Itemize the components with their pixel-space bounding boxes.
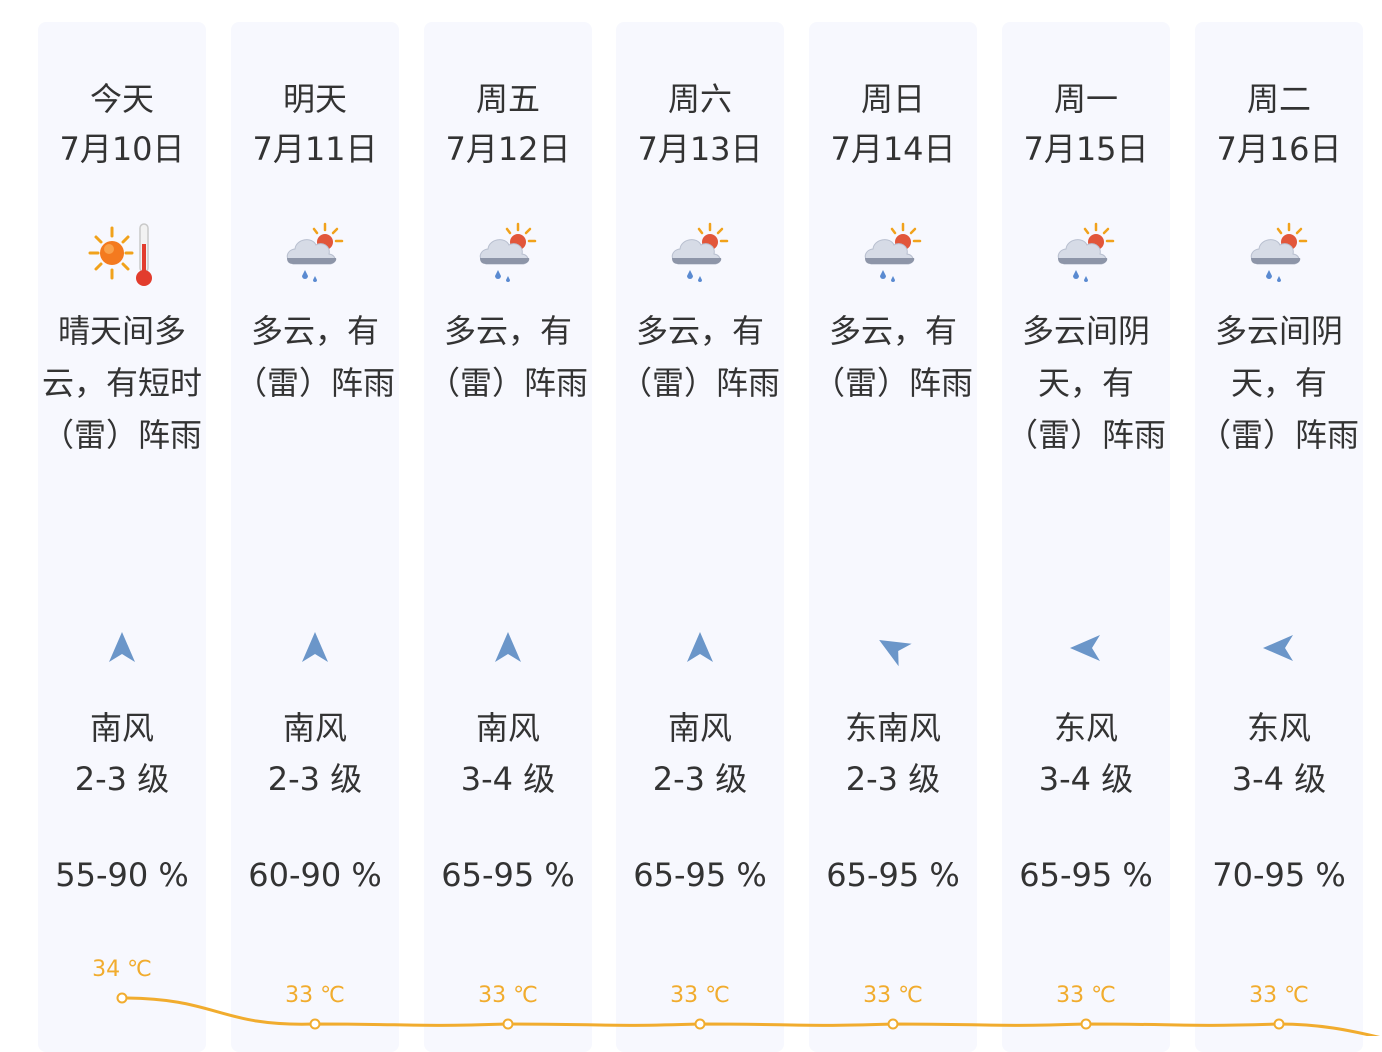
weather-description: 多云，有 （雷）阵雨 [616,305,784,409]
weather-description-line: 多云，有 [443,312,572,350]
wind-direction: 南风 [667,709,732,747]
wind-level: 3-4 级 [1231,760,1327,798]
day-name: 周一 [1053,80,1118,118]
temperature-label: 34 ℃ [92,957,152,982]
forecast-day-column: 周五 7月12日 多云，有 （雷）阵雨 南风 3-4 级 65-95 % [424,22,592,1052]
temperature-label: 33 ℃ [478,983,538,1008]
day-name: 今天 [89,80,154,118]
day-date: 7月11日 [252,130,378,168]
wind-direction: 南风 [89,709,154,747]
wind-level: 2-3 级 [845,760,941,798]
weather-description-line: （雷）阵雨 [1005,416,1166,454]
wind-direction: 东风 [1053,709,1118,747]
weather-description-line: 多云，有 [828,312,957,350]
arrow-north-icon [616,628,784,668]
humidity: 60-90 % [248,856,382,894]
day-name: 周二 [1246,80,1311,118]
cloudy-sun-rain-icon [424,218,592,290]
wind-level: 3-4 级 [1038,760,1134,798]
weather-description-line: 晴天间多 [57,312,186,350]
day-name: 周五 [475,80,540,118]
arrow-west-icon [1002,628,1170,668]
wind-level: 2-3 级 [74,760,170,798]
temperature-label: 33 ℃ [863,983,923,1008]
day-date: 7月16日 [1216,130,1342,168]
day-name: 明天 [282,80,347,118]
temperature-label: 33 ℃ [285,983,345,1008]
weather-description: 多云，有 （雷）阵雨 [231,305,399,409]
wind-direction: 东南风 [844,709,941,747]
humidity: 55-90 % [55,856,189,894]
humidity: 65-95 % [633,856,767,894]
arrow-west-icon [1195,628,1363,668]
wind-level: 3-4 级 [460,760,556,798]
day-date: 7月14日 [830,130,956,168]
weather-description: 多云，有 （雷）阵雨 [424,305,592,409]
weather-description: 多云间阴天，有 （雷）阵雨 [1195,305,1363,461]
day-date: 7月13日 [637,130,763,168]
weather-description-line: 云，有短时 [41,364,202,402]
forecast-day-column: 周六 7月13日 多云，有 （雷）阵雨 南风 2-3 级 65-95 % [616,22,784,1052]
weather-description-line: 多云，有 [635,312,764,350]
weather-description-line: （雷）阵雨 [41,416,202,454]
forecast-day-column: 今天 7月10日 晴天间多云，有短时 （雷）阵雨 [38,22,206,1052]
arrow-north-icon [38,628,206,668]
day-date: 7月12日 [445,130,571,168]
weather-description-line: 多云间阴 [1021,312,1150,350]
temperature-label: 33 ℃ [1056,983,1116,1008]
cloudy-sun-rain-icon [809,218,977,290]
weather-description-line: （雷）阵雨 [619,364,780,402]
weather-description: 晴天间多云，有短时 （雷）阵雨 [38,305,206,461]
day-date: 7月15日 [1023,130,1149,168]
weather-description-line: 天，有 [1037,364,1134,402]
humidity: 65-95 % [441,856,575,894]
wind-direction: 东风 [1246,709,1311,747]
day-date: 7月10日 [59,130,185,168]
weather-description-line: 多云间阴 [1214,312,1343,350]
sunny-hot-thermometer-icon [38,218,206,290]
cloudy-sun-rain-icon [1195,218,1363,290]
weather-description-line: （雷）阵雨 [234,364,395,402]
humidity: 65-95 % [1019,856,1153,894]
cloudy-sun-rain-icon [616,218,784,290]
weather-description-line: 天，有 [1230,364,1327,402]
weather-description-line: （雷）阵雨 [1198,416,1359,454]
forecast-day-column: 周一 7月15日 多云间阴天，有 （雷）阵雨 东风 3-4 级 65-95 % [1002,22,1170,1052]
day-name: 周六 [667,80,732,118]
cloudy-sun-rain-icon [1002,218,1170,290]
forecast-day-column: 明天 7月11日 多云，有 （雷）阵雨 南风 2-3 级 60-90 % [231,22,399,1052]
wind-level: 2-3 级 [267,760,363,798]
forecast-day-column: 周日 7月14日 多云，有 （雷）阵雨 东南风 2-3 级 65-95 % [809,22,977,1052]
temperature-label: 33 ℃ [670,983,730,1008]
forecast-day-column: 周二 7月16日 多云间阴天，有 （雷）阵雨 东风 3-4 级 70-95 % [1195,22,1363,1052]
arrow-north-icon [231,628,399,668]
temperature-label: 33 ℃ [1249,983,1309,1008]
day-name: 周日 [860,80,925,118]
weather-description-line: （雷）阵雨 [427,364,588,402]
humidity: 70-95 % [1212,856,1346,894]
wind-level: 2-3 级 [652,760,748,798]
arrow-north-icon [424,628,592,668]
weather-description-line: （雷）阵雨 [812,364,973,402]
humidity: 65-95 % [826,856,960,894]
wind-direction: 南风 [282,709,347,747]
weather-description: 多云，有 （雷）阵雨 [809,305,977,409]
arrow-northwest-icon [809,628,977,668]
weather-description: 多云间阴天，有 （雷）阵雨 [1002,305,1170,461]
weather-description-line: 多云，有 [250,312,379,350]
wind-direction: 南风 [475,709,540,747]
cloudy-sun-rain-icon [231,218,399,290]
